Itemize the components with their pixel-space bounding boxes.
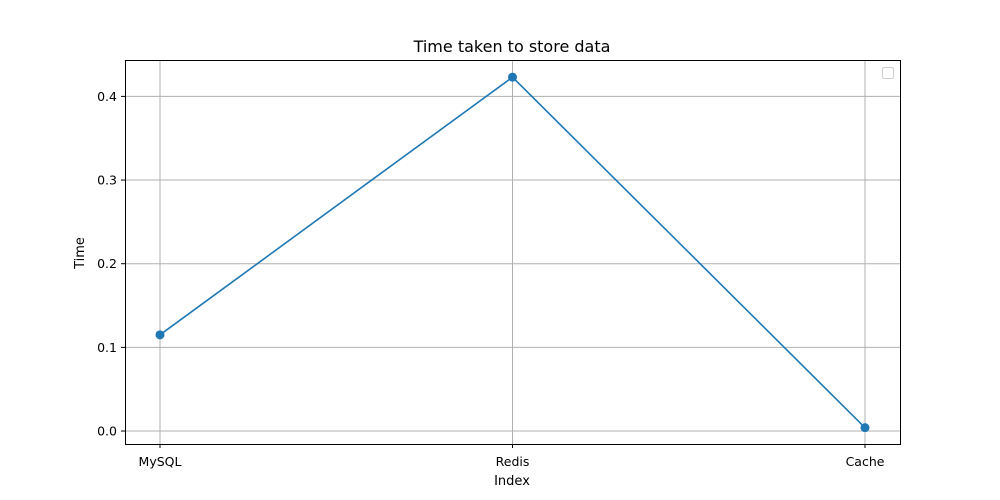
y-tick-label: 0.1 — [97, 340, 117, 355]
y-axis-label: Time — [73, 237, 88, 270]
x-tick-label: Redis — [496, 454, 530, 469]
y-tick-label: 0.0 — [97, 424, 117, 439]
x-axis-label: Index — [494, 474, 530, 489]
chart-title: Time taken to store data — [413, 37, 611, 56]
x-tick-label: Cache — [846, 454, 885, 469]
y-tick-label: 0.4 — [97, 89, 117, 104]
series-layer — [155, 72, 870, 433]
x-axis-ticks: MySQL Redis Cache — [139, 444, 885, 469]
grid-lines — [125, 60, 900, 444]
y-axis-ticks: 0.0 0.1 0.2 0.3 0.4 — [97, 89, 125, 439]
y-tick-label: 0.3 — [97, 173, 117, 188]
legend-box — [882, 67, 894, 79]
data-point-redis — [508, 72, 517, 82]
data-point-cache — [860, 423, 870, 433]
data-point-mysql — [155, 330, 165, 340]
x-tick-label: MySQL — [139, 454, 182, 469]
y-tick-label: 0.2 — [97, 256, 117, 271]
